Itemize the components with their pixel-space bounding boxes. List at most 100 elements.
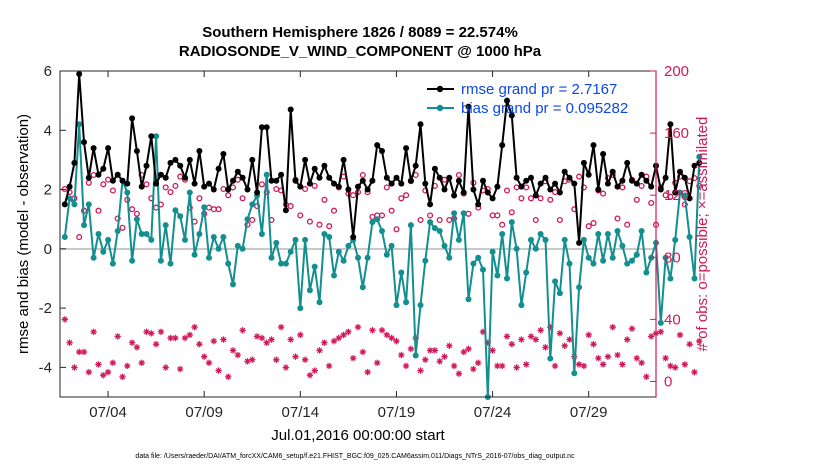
obs-possible-point — [427, 212, 434, 219]
obs-assimilated-point — [71, 364, 78, 371]
obs-assimilated-point — [176, 365, 184, 373]
obs-assimilated-point — [119, 373, 126, 381]
obs-assimilated-point — [138, 359, 145, 367]
bias-point — [321, 231, 328, 237]
obs-possible-point — [287, 203, 294, 210]
bias-point — [542, 236, 549, 243]
rmse-point — [297, 183, 304, 190]
bias-point — [431, 225, 438, 232]
rmse-point — [355, 183, 361, 190]
bias-point — [417, 302, 424, 309]
bias-point — [302, 236, 309, 243]
rmse-point — [383, 174, 390, 181]
rmse-point — [129, 115, 136, 122]
obs-assimilated-point — [532, 336, 540, 343]
obs-assimilated-point — [455, 370, 463, 377]
obs-assimilated-point — [133, 344, 141, 351]
obs-assimilated-point — [268, 336, 275, 343]
bias-point — [191, 251, 198, 258]
rmse-point — [508, 112, 515, 119]
rmse-point — [282, 207, 289, 214]
obs-assimilated-point — [667, 362, 674, 370]
y-tick-right-label: 40 — [664, 311, 681, 328]
rmse-point — [306, 180, 313, 187]
bias-point — [306, 287, 313, 294]
obs-possible-point — [633, 196, 640, 203]
obs-assimilated-point — [359, 348, 367, 356]
obs-possible-point — [417, 216, 424, 224]
obs-assimilated-point — [537, 327, 544, 334]
bias-point — [85, 201, 92, 208]
obs-possible-point — [537, 195, 544, 202]
rmse-point — [624, 159, 631, 166]
obs-assimilated-point — [321, 339, 328, 346]
obs-possible-point — [76, 234, 83, 241]
obs-possible-point — [225, 192, 232, 199]
obs-assimilated-point — [148, 330, 155, 337]
bias-point — [61, 234, 68, 240]
obs-possible-point — [311, 182, 318, 189]
bias-point — [523, 269, 530, 276]
rmse-point — [662, 174, 669, 181]
obs-possible-point — [393, 226, 400, 233]
rmse-point — [292, 177, 299, 184]
obs-possible-point — [696, 182, 703, 189]
obs-possible-point — [576, 173, 583, 180]
bias-point — [359, 284, 366, 291]
obs-possible-point — [129, 206, 136, 213]
obs-possible-point — [326, 223, 333, 230]
bias-point — [494, 272, 501, 279]
y-tick-right-label: 160 — [664, 125, 689, 142]
obs-possible-point — [527, 195, 535, 202]
rmse-point — [604, 180, 611, 187]
obs-assimilated-point — [450, 362, 458, 370]
bias-point — [66, 195, 73, 202]
bias-point — [124, 189, 131, 196]
rmse-point — [393, 174, 400, 181]
bias-point — [114, 228, 121, 234]
obs-possible-point — [600, 190, 607, 197]
rmse-point — [302, 156, 309, 163]
obs-assimilated-point — [301, 356, 309, 363]
x-tick-label: 07/19 — [378, 404, 416, 421]
obs-assimilated-point — [580, 362, 588, 370]
bias-point — [263, 171, 270, 178]
bias-point — [326, 234, 333, 240]
rmse-point — [667, 121, 674, 128]
x-tick-label: 07/04 — [89, 404, 127, 421]
rmse-point — [580, 159, 587, 166]
rmse-point — [273, 177, 280, 184]
rmse-point — [451, 192, 458, 199]
bias-point — [258, 231, 265, 237]
bias-point — [273, 239, 280, 246]
bias-point — [566, 260, 573, 267]
bias-point — [508, 219, 515, 226]
rmse-point — [681, 174, 688, 181]
obs-possible-point — [494, 212, 501, 219]
chart-title-line1: Southern Hemisphere 1826 / 8089 = 22.574… — [202, 24, 518, 41]
y-axis-right-label: # of obs: o=possible; ×=assimilated — [694, 117, 711, 352]
obs-assimilated-point — [465, 345, 472, 353]
rmse-point — [556, 189, 563, 196]
rmse-point — [249, 156, 256, 163]
obs-assimilated-point — [681, 361, 689, 368]
rmse-point — [696, 159, 703, 166]
obs-possible-point — [590, 220, 597, 227]
obs-possible-point — [383, 184, 390, 191]
obs-assimilated-point — [191, 323, 198, 331]
obs-assimilated-point — [647, 333, 655, 340]
rmse-point — [547, 186, 554, 193]
bias-point — [504, 275, 510, 282]
rmse-point — [234, 168, 241, 175]
bias-point — [696, 153, 703, 160]
bias-point — [220, 234, 227, 240]
bias-point — [206, 254, 212, 261]
bias-point — [451, 210, 458, 217]
rmse-point — [585, 171, 592, 178]
obs-assimilated-point — [152, 341, 160, 348]
rmse-point — [90, 145, 97, 152]
bias-point — [287, 248, 294, 255]
rmse-point — [638, 171, 645, 178]
obs-assimilated-point — [287, 336, 294, 343]
y-tick-left-label: 4 — [44, 122, 52, 139]
